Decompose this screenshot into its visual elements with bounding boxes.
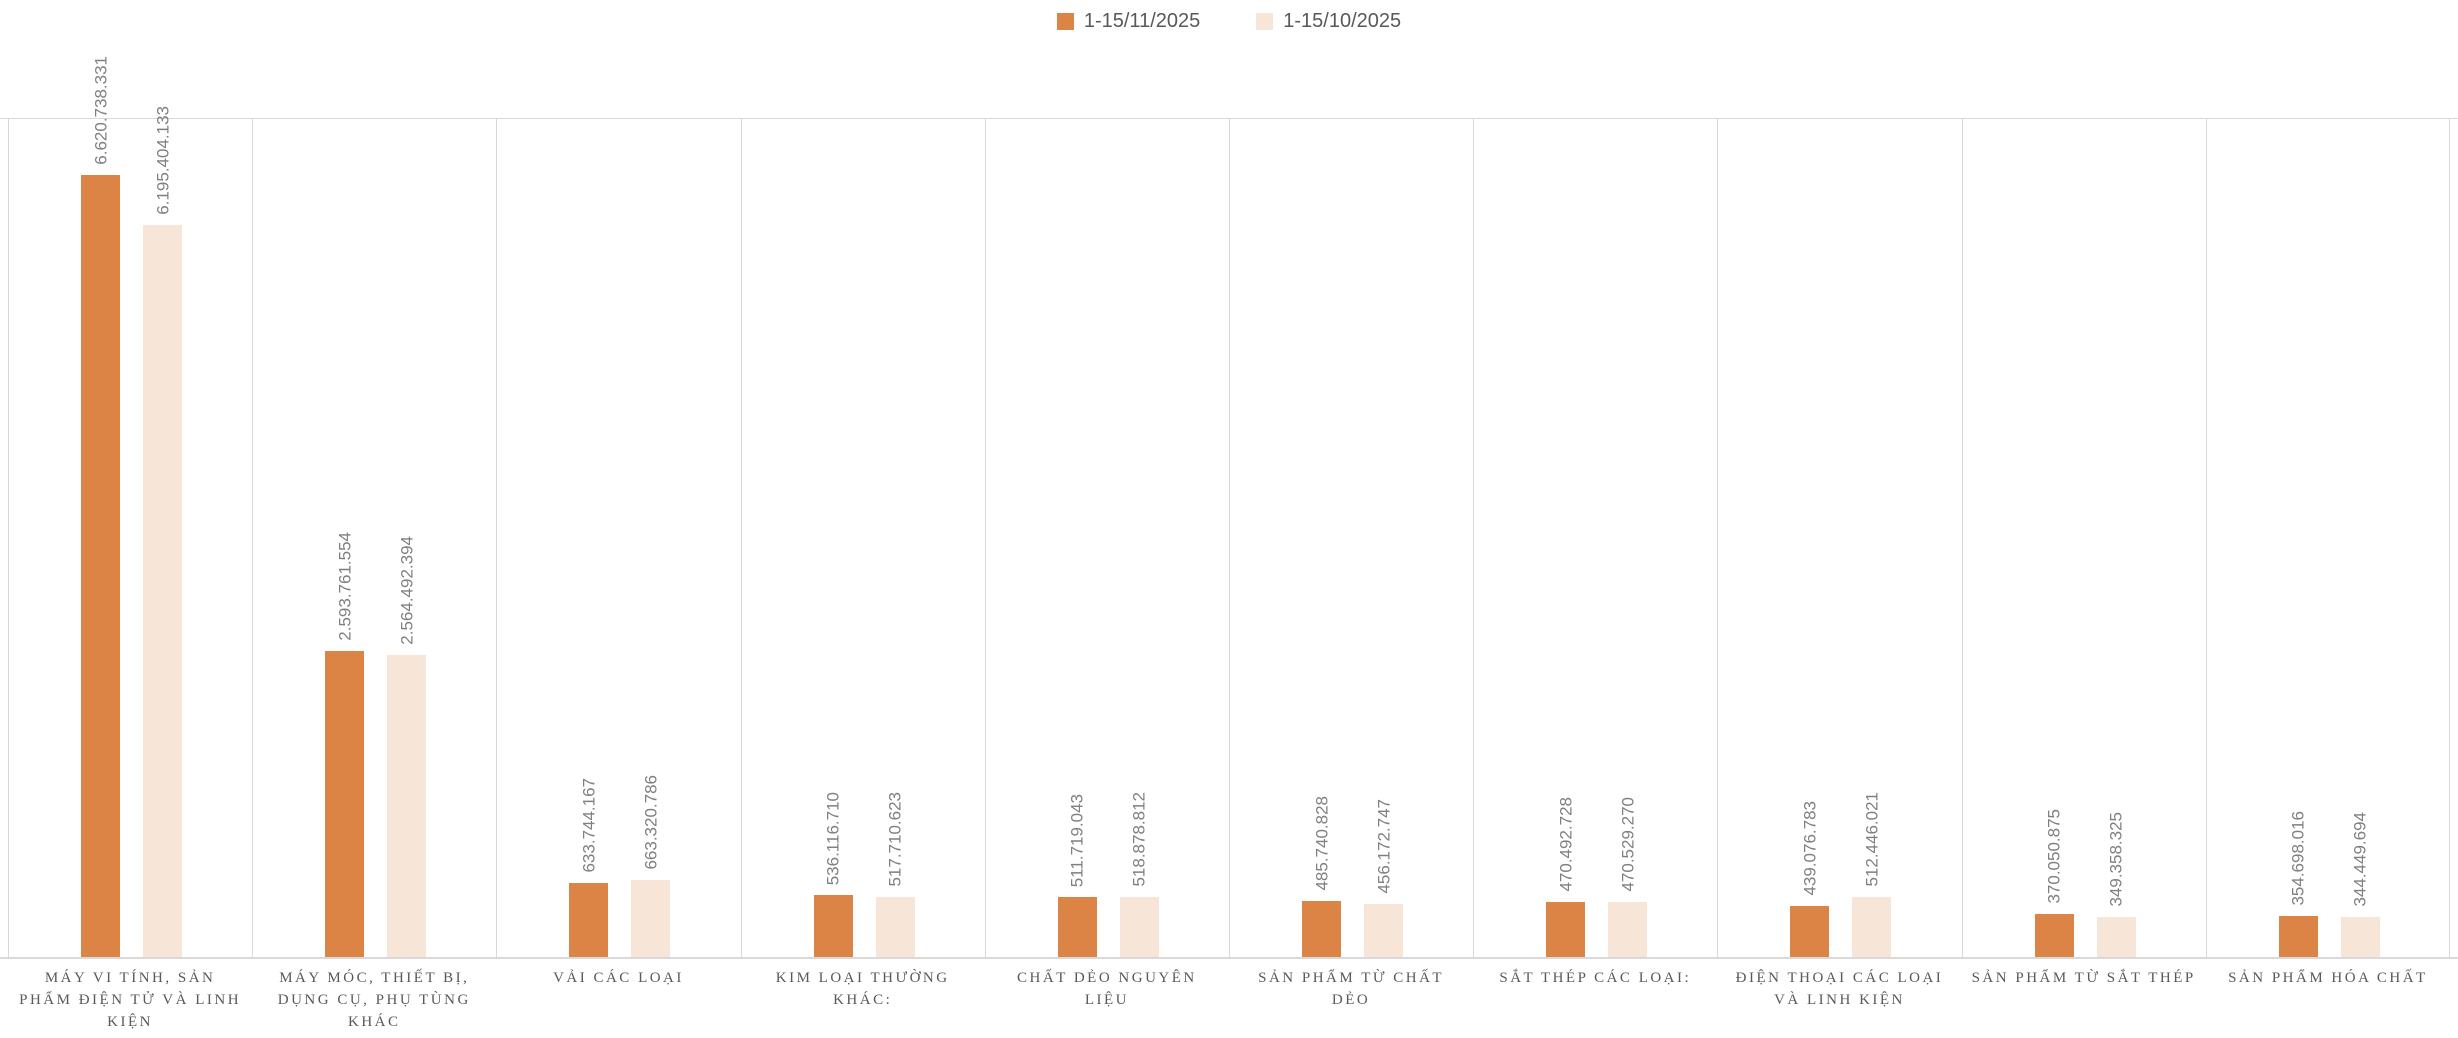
bar-series2	[1364, 904, 1403, 958]
category-band: 470.492.728 470.529.270	[1473, 118, 1717, 958]
bar-series1	[325, 651, 365, 958]
bar-series2	[1608, 902, 1648, 958]
bar-series1	[1546, 902, 1586, 958]
value-label-series1: 536.116.710	[823, 791, 843, 885]
value-label-series2: 344.449.694	[2350, 812, 2370, 907]
category-band: 2.593.761.554 2.564.492.394	[252, 118, 496, 958]
category-label: SẢN PHẨM TỪ CHẤT DẺO	[1258, 970, 1445, 1008]
value-label-series2: 518.878.812	[1129, 792, 1149, 887]
category-band: 511.719.043 518.878.812	[985, 118, 1229, 958]
bar-series1	[2034, 914, 2074, 958]
x-axis-line	[0, 957, 2458, 959]
gridline-vertical	[1229, 118, 1230, 958]
bar-series2	[1119, 897, 1159, 958]
legend-label-series2: 1-15/10/2025	[1283, 10, 1402, 32]
legend-label-series1: 1-15/11/2025	[1083, 10, 1201, 32]
gridline-vertical	[252, 118, 253, 958]
category-band: 6.620.738.331 6.195.404.133	[8, 56, 252, 958]
legend-item-series1: 1-15/11/2025	[1056, 10, 1201, 33]
bar-series1	[81, 175, 120, 958]
value-label-series2: 470.529.270	[1618, 797, 1638, 892]
value-label-series2: 512.446.021	[1862, 792, 1882, 887]
value-label-series1: 354.698.016	[2288, 811, 2308, 906]
value-label-series2: 6.195.404.133	[153, 106, 172, 215]
gridline-vertical	[2449, 118, 2450, 958]
plot-area: 6.620.738.331 6.195.404.133 2.593.761.554 2…	[8, 56, 2450, 958]
category-band: 633.744.167 663.320.786	[496, 118, 740, 958]
bar-series1	[569, 883, 609, 958]
gridline-vertical	[985, 118, 986, 958]
value-label-series1: 2.593.761.554	[335, 532, 355, 641]
legend-marker-series1	[1056, 13, 1074, 30]
category-label: CHẤT DẺO NGUYÊN LIỆU	[1017, 970, 1197, 1008]
value-label-series1: 485.740.828	[1312, 796, 1331, 891]
gridline-vertical	[741, 118, 742, 958]
bar-series2	[143, 225, 182, 958]
bar-series2	[1852, 897, 1892, 958]
category-band: 485.740.828 456.172.747	[1229, 118, 1473, 958]
category-band: 439.076.783 512.446.021	[1717, 118, 1961, 958]
category-axis: MÁY VI TÍNH, SẢN PHẨM ĐIỆN TỬ VÀ LINH KI…	[8, 968, 2450, 1038]
value-label-series1: 370.050.875	[2044, 809, 2064, 904]
value-label-series1: 470.492.728	[1556, 797, 1576, 892]
legend-marker-series2	[1256, 13, 1274, 30]
value-label-series2: 349.358.325	[2106, 812, 2126, 907]
category-label: MÁY VI TÍNH, SẢN PHẨM ĐIỆN TỬ VÀ LINH KI…	[19, 970, 242, 1030]
gridline-vertical	[2206, 118, 2207, 958]
bar-series1	[1302, 901, 1341, 958]
value-label-series2: 663.320.786	[641, 775, 661, 870]
bar-series2	[2340, 917, 2380, 958]
bar-series1	[1790, 906, 1830, 958]
value-label-series1: 633.744.167	[579, 778, 599, 873]
category-label: ĐIỆN THOẠI CÁC LOẠI VÀ LINH KIỆN	[1735, 970, 1944, 1008]
legend: 1-15/11/2025 1-15/10/2025	[0, 10, 2458, 33]
gridline-vertical	[1473, 118, 1474, 958]
value-label-series2: 517.710.623	[885, 792, 905, 887]
value-label-series1: 511.719.043	[1067, 793, 1087, 887]
bar-series1	[2278, 916, 2318, 958]
value-label-series1: 6.620.738.331	[91, 56, 110, 165]
gridline-vertical	[8, 118, 9, 958]
gridline-vertical	[496, 118, 497, 958]
category-label: VẢI CÁC LOẠI	[553, 970, 684, 986]
category-label: MÁY MÓC, THIẾT BỊ, DỤNG CỤ, PHỤ TÙNG KHÁ…	[277, 970, 471, 1030]
value-label-series2: 2.564.492.394	[397, 536, 417, 645]
category-band: 354.698.016 344.449.694	[2206, 118, 2450, 958]
bar-series1	[1057, 897, 1097, 958]
category-band: 370.050.875 349.358.325	[1962, 118, 2206, 958]
gridline-vertical	[1717, 118, 1718, 958]
category-band: 536.116.710 517.710.623	[741, 118, 985, 958]
bar-series2	[387, 655, 427, 958]
legend-item-series2: 1-15/10/2025	[1256, 10, 1401, 33]
bar-series2	[631, 880, 671, 958]
value-label-series1: 439.076.783	[1800, 801, 1820, 896]
category-label: SẢN PHẨM HÓA CHẤT	[2228, 970, 2428, 986]
bar-series2	[875, 897, 915, 958]
bar-series2	[2096, 917, 2136, 958]
category-label: SẢN PHẨM TỪ SẮT THÉP	[1971, 970, 2196, 986]
gridline-vertical	[1962, 118, 1963, 958]
bar-series1	[813, 895, 853, 958]
value-label-series2: 456.172.747	[1374, 799, 1393, 894]
category-label: KIM LOẠI THƯỜNG KHÁC:	[775, 970, 950, 1008]
category-label: SẮT THÉP CÁC LOẠI:	[1499, 970, 1692, 986]
